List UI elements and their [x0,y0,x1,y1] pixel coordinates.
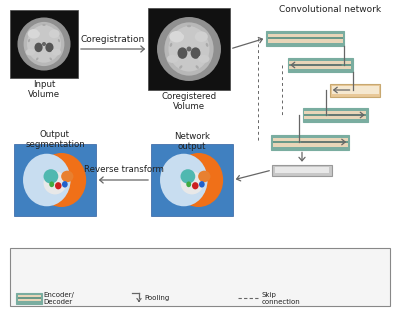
FancyBboxPatch shape [304,114,366,116]
Text: Output
segmentation: Output segmentation [25,130,85,149]
Ellipse shape [42,24,46,26]
FancyBboxPatch shape [16,293,42,304]
Ellipse shape [28,29,40,39]
FancyBboxPatch shape [330,84,380,96]
FancyBboxPatch shape [14,144,96,216]
Ellipse shape [160,154,208,206]
Ellipse shape [196,65,199,69]
Ellipse shape [62,181,68,188]
Ellipse shape [37,25,51,33]
Ellipse shape [50,57,52,61]
FancyBboxPatch shape [10,248,390,306]
FancyBboxPatch shape [302,108,368,122]
Ellipse shape [181,26,197,36]
Ellipse shape [28,39,30,42]
Ellipse shape [44,169,58,183]
FancyBboxPatch shape [275,167,329,173]
FancyBboxPatch shape [272,138,348,147]
Ellipse shape [52,49,61,56]
Ellipse shape [167,55,178,63]
Ellipse shape [44,171,66,194]
FancyBboxPatch shape [18,295,40,301]
Ellipse shape [24,22,64,66]
Text: Input
Volume: Input Volume [28,80,60,100]
Text: Network
output: Network output [174,132,210,151]
Ellipse shape [61,171,74,182]
Ellipse shape [58,39,60,42]
Ellipse shape [206,43,208,47]
FancyBboxPatch shape [289,61,351,69]
Text: Encoder/
Decoder: Encoder/ Decoder [43,291,74,305]
Ellipse shape [178,47,187,59]
FancyBboxPatch shape [151,144,233,216]
Ellipse shape [34,43,43,52]
FancyBboxPatch shape [272,141,348,143]
Ellipse shape [170,43,172,47]
Ellipse shape [49,182,54,187]
Ellipse shape [49,29,60,38]
FancyBboxPatch shape [266,31,344,46]
Ellipse shape [187,25,191,27]
Ellipse shape [37,153,86,207]
Text: Skip
connection: Skip connection [262,291,301,305]
FancyBboxPatch shape [332,86,378,94]
Text: Coregistered
Volume: Coregistered Volume [162,92,216,111]
Ellipse shape [179,65,182,69]
FancyBboxPatch shape [288,58,352,72]
Ellipse shape [198,55,210,63]
FancyBboxPatch shape [268,37,342,39]
Ellipse shape [42,42,46,46]
FancyBboxPatch shape [289,64,351,66]
Text: Reverse transform: Reverse transform [84,165,164,174]
Ellipse shape [180,169,195,183]
Ellipse shape [174,153,223,207]
Ellipse shape [192,182,198,189]
FancyBboxPatch shape [272,164,332,175]
Ellipse shape [186,46,192,51]
Ellipse shape [18,17,70,71]
Ellipse shape [169,31,184,42]
Ellipse shape [27,25,61,63]
FancyBboxPatch shape [18,297,40,299]
Ellipse shape [191,47,200,59]
FancyBboxPatch shape [304,111,366,119]
FancyBboxPatch shape [10,10,78,78]
Text: Pooling: Pooling [144,295,169,301]
Ellipse shape [195,32,208,42]
Ellipse shape [23,154,70,206]
Ellipse shape [45,43,54,52]
Ellipse shape [157,17,221,81]
Ellipse shape [199,181,205,188]
Ellipse shape [26,49,35,56]
Ellipse shape [198,171,210,182]
Text: Coregistration: Coregistration [81,36,145,45]
Ellipse shape [168,27,210,71]
Text: Convolutional network: Convolutional network [279,5,381,14]
Ellipse shape [164,22,214,76]
Ellipse shape [55,182,62,189]
FancyBboxPatch shape [148,8,230,90]
FancyBboxPatch shape [271,134,349,149]
Ellipse shape [186,182,191,187]
FancyBboxPatch shape [268,33,342,42]
Ellipse shape [36,57,38,61]
Ellipse shape [180,171,204,194]
